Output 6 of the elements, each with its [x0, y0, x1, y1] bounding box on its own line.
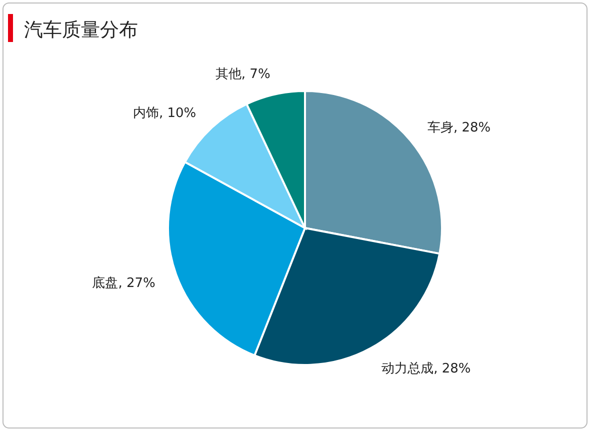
slice-label: 底盘, 27%: [92, 276, 156, 291]
slice-label: 内饰, 10%: [132, 106, 196, 122]
chart-title: 汽车质量分布: [24, 19, 138, 41]
slice-label: 其他, 7%: [215, 66, 270, 82]
slice-label: 车身, 28%: [428, 120, 491, 136]
slice-label: 动力总成, 28%: [382, 361, 471, 376]
